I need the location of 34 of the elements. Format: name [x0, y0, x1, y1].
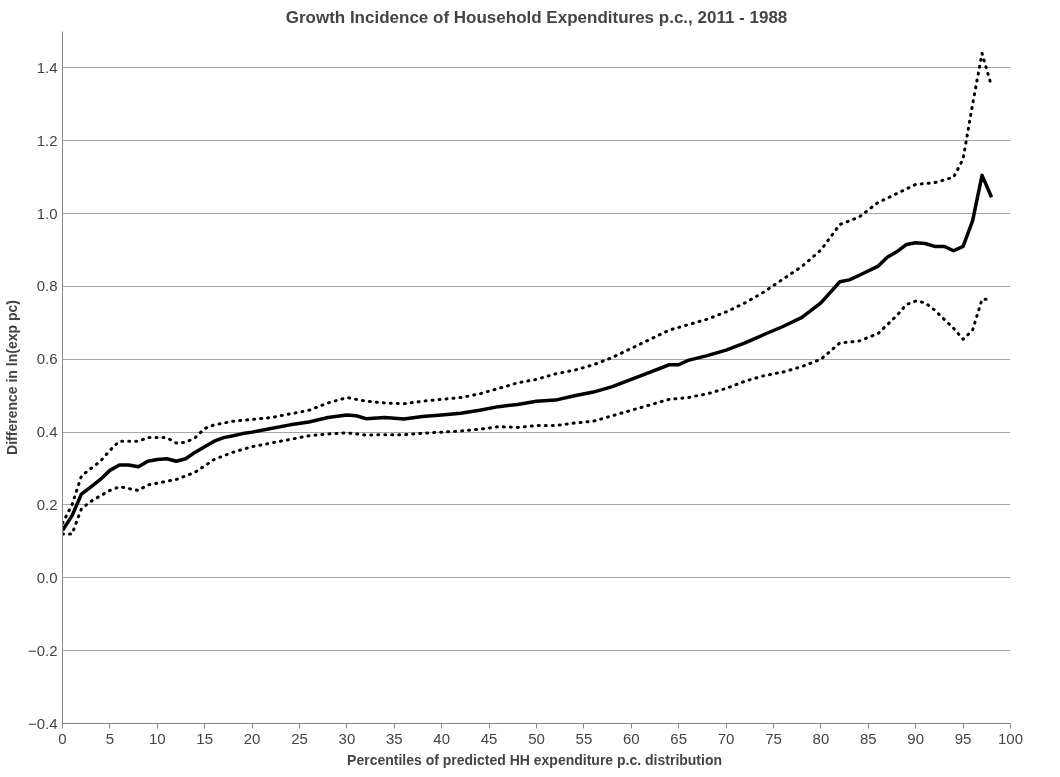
x-tick-label: 100 — [997, 729, 1024, 747]
x-tick-label: 45 — [480, 729, 498, 747]
x-tick-label: 80 — [812, 729, 830, 747]
x-tick-label: 60 — [622, 729, 640, 747]
y-axis-title: Difference in ln(exp pc) — [3, 300, 20, 455]
x-tick-label: 65 — [670, 729, 688, 747]
x-tick-label: 30 — [338, 729, 356, 747]
x-tick-label: 95 — [954, 729, 972, 747]
y-tick-label: 1.2 — [36, 131, 58, 149]
y-tick-label: 0.8 — [36, 277, 58, 295]
x-tick-label: 35 — [385, 729, 403, 747]
y-tick-label: 0.4 — [36, 423, 58, 441]
y-tick-label: 1.0 — [36, 204, 58, 222]
y-tick-label: 0.6 — [36, 350, 58, 368]
y-tick-label: 0.2 — [36, 495, 58, 513]
x-tick-label: 40 — [433, 729, 451, 747]
y-tick-label: 1.4 — [36, 58, 58, 76]
x-tick-label: 0 — [58, 729, 67, 747]
x-axis-title: Percentiles of predicted HH expenditure p.c. distribution — [347, 751, 723, 768]
y-tick-label: −0.2 — [27, 641, 58, 659]
x-tick-label: 5 — [105, 729, 115, 747]
x-tick-label: 25 — [291, 729, 308, 747]
x-tick-label: 10 — [148, 729, 166, 747]
x-tick-label: 20 — [243, 729, 261, 747]
x-tick-label: 50 — [528, 729, 545, 747]
x-tick-label: 75 — [765, 729, 782, 747]
y-tick-label: 0.0 — [36, 568, 58, 586]
x-tick-label: 55 — [575, 729, 593, 747]
x-tick-label: 70 — [717, 729, 735, 747]
chart-title: Growth Incidence of Household Expenditures p.c., 2011 - 1988 — [285, 7, 788, 27]
x-tick-label: 85 — [859, 729, 877, 747]
x-tick-label: 15 — [196, 729, 214, 747]
x-tick-label: 90 — [907, 729, 925, 747]
y-tick-label: −0.4 — [27, 714, 58, 732]
